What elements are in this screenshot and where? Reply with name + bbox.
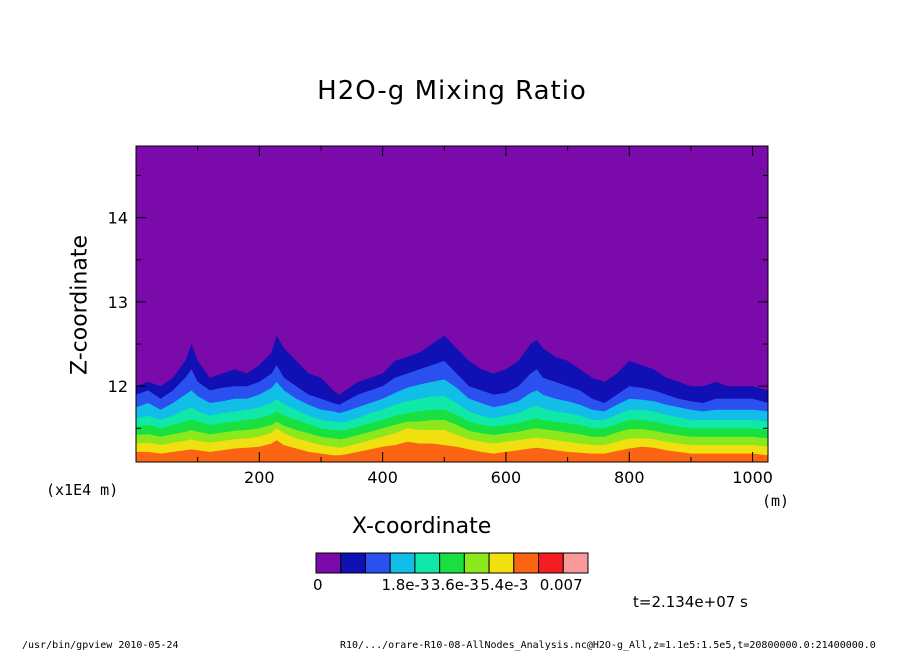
x-axis-label: X-coordinate bbox=[352, 514, 492, 539]
colorbar-swatch bbox=[488, 552, 515, 574]
colorbar-swatch bbox=[364, 552, 391, 574]
y-axis-unit: (x1E4 m) bbox=[46, 481, 119, 499]
axes: 200 400 600 800 1000 12 13 14 bbox=[108, 145, 773, 487]
colorbar bbox=[315, 552, 589, 574]
colorbar-label: 3.6e-3 bbox=[430, 576, 479, 594]
footer-left: /usr/bin/gpview 2010-05-24 bbox=[22, 640, 179, 651]
x-tick-label: 400 bbox=[367, 468, 398, 487]
plot-frame bbox=[135, 145, 769, 463]
colorbar-swatch bbox=[538, 552, 564, 574]
colorbar-label: 0 bbox=[313, 576, 323, 594]
chart-title: H2O-g Mixing Ratio bbox=[317, 76, 587, 106]
x-axis-unit: (m) bbox=[762, 492, 790, 510]
x-tick-label: 200 bbox=[244, 468, 275, 487]
y-tick-label: 14 bbox=[108, 209, 128, 228]
colorbar-swatch bbox=[389, 552, 416, 574]
footer-right: R10/.../orare-R10-08-AllNodes_Analysis.n… bbox=[340, 640, 876, 651]
time-annotation: t=2.134e+07 s bbox=[633, 593, 748, 611]
colorbar-swatch bbox=[414, 552, 441, 574]
colorbar-swatch bbox=[315, 552, 342, 574]
colorbar-swatch bbox=[340, 552, 366, 574]
colorbar-label: 1.8e-3 bbox=[381, 576, 430, 594]
colorbar-swatch bbox=[439, 552, 465, 574]
x-tick-label: 800 bbox=[614, 468, 645, 487]
colorbar-swatch bbox=[562, 552, 589, 574]
contour-plot-area bbox=[136, 146, 768, 462]
contour-band-8 bbox=[136, 440, 768, 462]
colorbar-swatch bbox=[463, 552, 490, 574]
x-tick-label: 1000 bbox=[732, 468, 773, 487]
y-tick-label: 12 bbox=[108, 377, 128, 396]
colorbar-label: 0.007 bbox=[539, 576, 583, 594]
y-axis-label: Z-coordinate bbox=[67, 235, 93, 375]
colorbar-swatch bbox=[513, 552, 540, 574]
colorbar-label: 5.4e-3 bbox=[480, 576, 529, 594]
y-tick-label: 13 bbox=[108, 293, 128, 312]
x-tick-label: 600 bbox=[491, 468, 522, 487]
